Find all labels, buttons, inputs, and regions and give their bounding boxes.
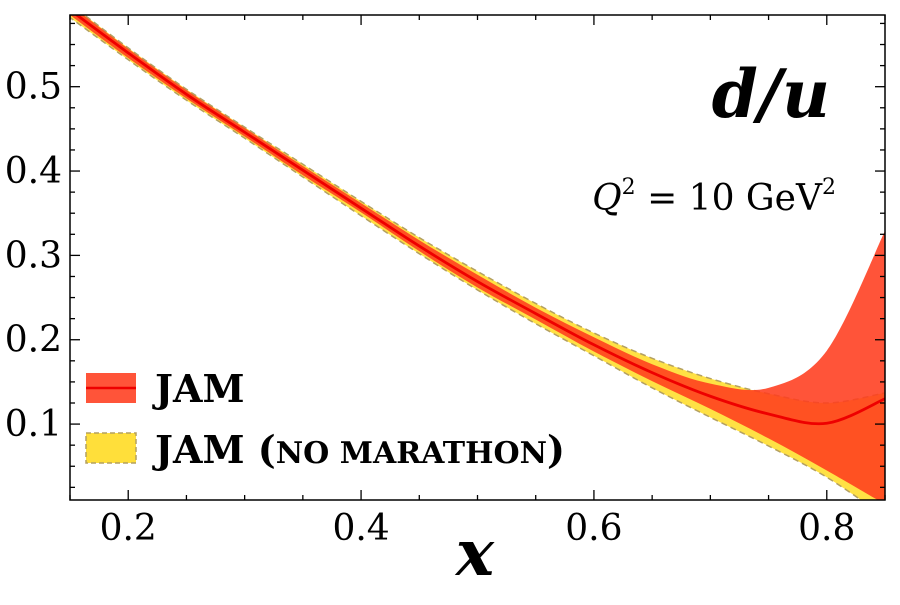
center-line-jam: [74, 15, 885, 426]
y-tick-label: 0.3: [5, 235, 62, 276]
legend-swatch-jam-no-marathon: [85, 432, 137, 464]
legend-item-jam: JAM: [86, 366, 245, 411]
legend-label-jam: JAM: [152, 366, 245, 411]
band-jam: [70, 15, 885, 500]
legend-label-nom-main: JAM (: [152, 427, 276, 472]
scale-annotation: Q2 = 10 GeV2: [592, 175, 836, 219]
x-tick-label: 0.6: [565, 508, 622, 549]
bands-layer: [70, 15, 885, 500]
y-tick-label: 0.4: [5, 151, 62, 192]
x-tick-label: 0.2: [100, 508, 157, 549]
scale-q: Q: [592, 178, 622, 219]
y-tick-label: 0.5: [5, 67, 62, 108]
x-tick-label: 0.8: [798, 508, 855, 549]
ticks-layer: [69, 15, 886, 500]
x-axis-label: x: [454, 516, 495, 591]
y-tick-label: 0.1: [5, 404, 62, 445]
scale-unit-power: 2: [822, 175, 836, 200]
x-tick-label: 0.4: [332, 508, 389, 549]
legend: JAM JAM (no marathon): [85, 366, 565, 472]
legend-label-jam-no-marathon: JAM (no marathon): [152, 427, 565, 472]
tick-labels-layer: 0.2 0.4 0.6 0.8 0.1 0.2 0.3 0.4 0.5: [5, 67, 856, 549]
legend-item-jam-no-marathon: JAM (no marathon): [85, 427, 565, 472]
legend-label-nom-close: ): [547, 427, 565, 472]
scale-q-power: 2: [622, 175, 636, 200]
y-tick-label: 0.2: [5, 320, 62, 361]
scale-eq: = 10 GeV: [636, 178, 823, 219]
legend-label-nom-smallcaps: no marathon: [276, 436, 547, 471]
corner-label: d/u: [712, 55, 830, 133]
